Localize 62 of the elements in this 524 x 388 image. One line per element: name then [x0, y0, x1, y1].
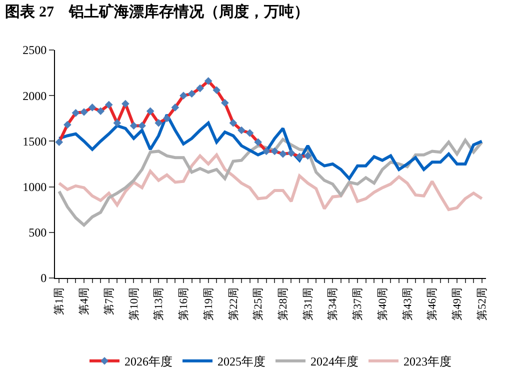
legend-label: 2024年度: [310, 354, 358, 369]
line-series: [58, 138, 484, 227]
point: [262, 147, 270, 156]
point: [64, 120, 72, 129]
x-tick-label: 第37周: [352, 287, 364, 320]
point: [204, 77, 212, 85]
x-tick-label: 第34周: [327, 287, 340, 320]
point: [88, 104, 96, 112]
x-tick-label: 第31周: [302, 287, 314, 320]
point: [80, 108, 88, 116]
point: [246, 129, 254, 137]
point: [270, 147, 279, 156]
chart-title: 图表 27 铝土矿海漂库存情况（周度，万吨）: [5, 2, 309, 20]
y-tick-label: 2000: [22, 88, 47, 103]
point: [304, 152, 312, 160]
y-tick-label: 0: [40, 271, 47, 286]
point: [72, 109, 80, 117]
point: [104, 100, 113, 109]
point: [238, 126, 246, 134]
x-tick-label: 第28周: [278, 287, 290, 320]
x-tick-label: 第25周: [252, 287, 265, 320]
point: [96, 107, 104, 115]
y-tick-label: 2500: [22, 43, 47, 58]
point: [138, 122, 146, 130]
point: [279, 150, 287, 158]
point: [229, 119, 238, 127]
y-tick-label: 1000: [22, 180, 47, 194]
point: [146, 107, 154, 115]
x-tick-label: 第1周: [54, 287, 66, 315]
legend-label: 2026年度: [124, 354, 172, 369]
x-tick-label: 第10周: [128, 287, 140, 320]
y-tick-label: 500: [28, 226, 47, 240]
x-tick-label: 第16周: [178, 287, 190, 320]
legend-label: 2025年度: [218, 354, 266, 369]
y-tick-label: 1500: [22, 134, 47, 148]
point: [130, 122, 138, 130]
point: [180, 92, 188, 100]
x-tick-label: 第7周: [103, 287, 116, 315]
point: [188, 90, 196, 98]
x-tick-label: 第22周: [228, 287, 240, 320]
x-tick-label: 第4周: [78, 287, 91, 315]
line-series: [58, 153, 484, 212]
point: [296, 152, 304, 161]
point: [154, 119, 163, 127]
point: [162, 114, 171, 122]
point: [122, 100, 130, 108]
x-tick-label: 第52周: [476, 287, 488, 320]
x-tick-label: 第43周: [402, 287, 414, 320]
x-tick-label: 第19周: [202, 287, 215, 320]
point: [113, 119, 122, 127]
x-tick-label: 第49周: [452, 287, 464, 320]
point: [254, 138, 262, 146]
point: [287, 149, 296, 157]
point: [55, 138, 64, 146]
x-tick-label: 第46周: [426, 287, 439, 320]
point: [221, 99, 229, 107]
legend-label: 2023年度: [404, 354, 452, 369]
point: [196, 84, 204, 92]
x-tick-label: 第40周: [376, 287, 389, 320]
point: [212, 86, 221, 94]
x-tick-label: 第13周: [153, 287, 166, 320]
point: [171, 104, 180, 112]
